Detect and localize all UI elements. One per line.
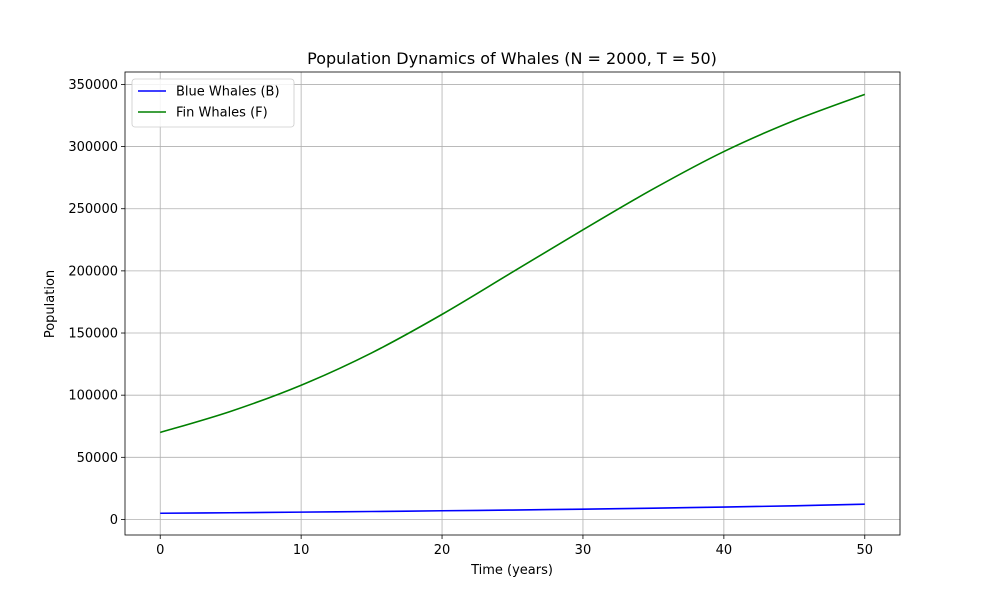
grid: [125, 72, 900, 535]
plot-area-frame: [124, 71, 901, 536]
y-axis-label: Population: [43, 270, 58, 338]
x-tick-label: 40: [716, 543, 733, 558]
legend: Blue Whales (B) Fin Whales (F): [131, 78, 295, 128]
legend-label: Fin Whales (F): [176, 106, 268, 121]
x-tick-label: 50: [856, 543, 873, 558]
chart-title: Population Dynamics of Whales (N = 2000,…: [307, 49, 717, 68]
x-tick-label: 30: [575, 543, 592, 558]
y-tick-label: 250000: [68, 202, 118, 217]
series-line-1: [160, 503, 865, 515]
y-tick-label: 100000: [68, 389, 118, 404]
legend-box: [131, 78, 295, 128]
x-axis-ticks: 0 10 20 30 40 50: [156, 535, 873, 558]
legend-label: Blue Whales (B): [176, 85, 280, 100]
x-tick-label: 10: [293, 543, 310, 558]
y-tick-label: 200000: [68, 264, 118, 279]
x-tick-label: 20: [434, 543, 451, 558]
x-tick-label: 0: [156, 543, 164, 558]
y-tick-label: 50000: [77, 451, 118, 466]
y-tick-label: 150000: [68, 327, 118, 342]
y-tick-label: 300000: [68, 140, 118, 155]
y-tick-label: 0: [110, 513, 118, 528]
y-axis-ticks: 0 50000 100000 150000 200000 250000 300000 3500…: [68, 78, 125, 528]
series-lines: [159, 93, 866, 515]
y-tick-label: 350000: [68, 78, 118, 93]
series-line-2: [159, 93, 866, 434]
x-axis-label: Time (years): [470, 563, 553, 578]
